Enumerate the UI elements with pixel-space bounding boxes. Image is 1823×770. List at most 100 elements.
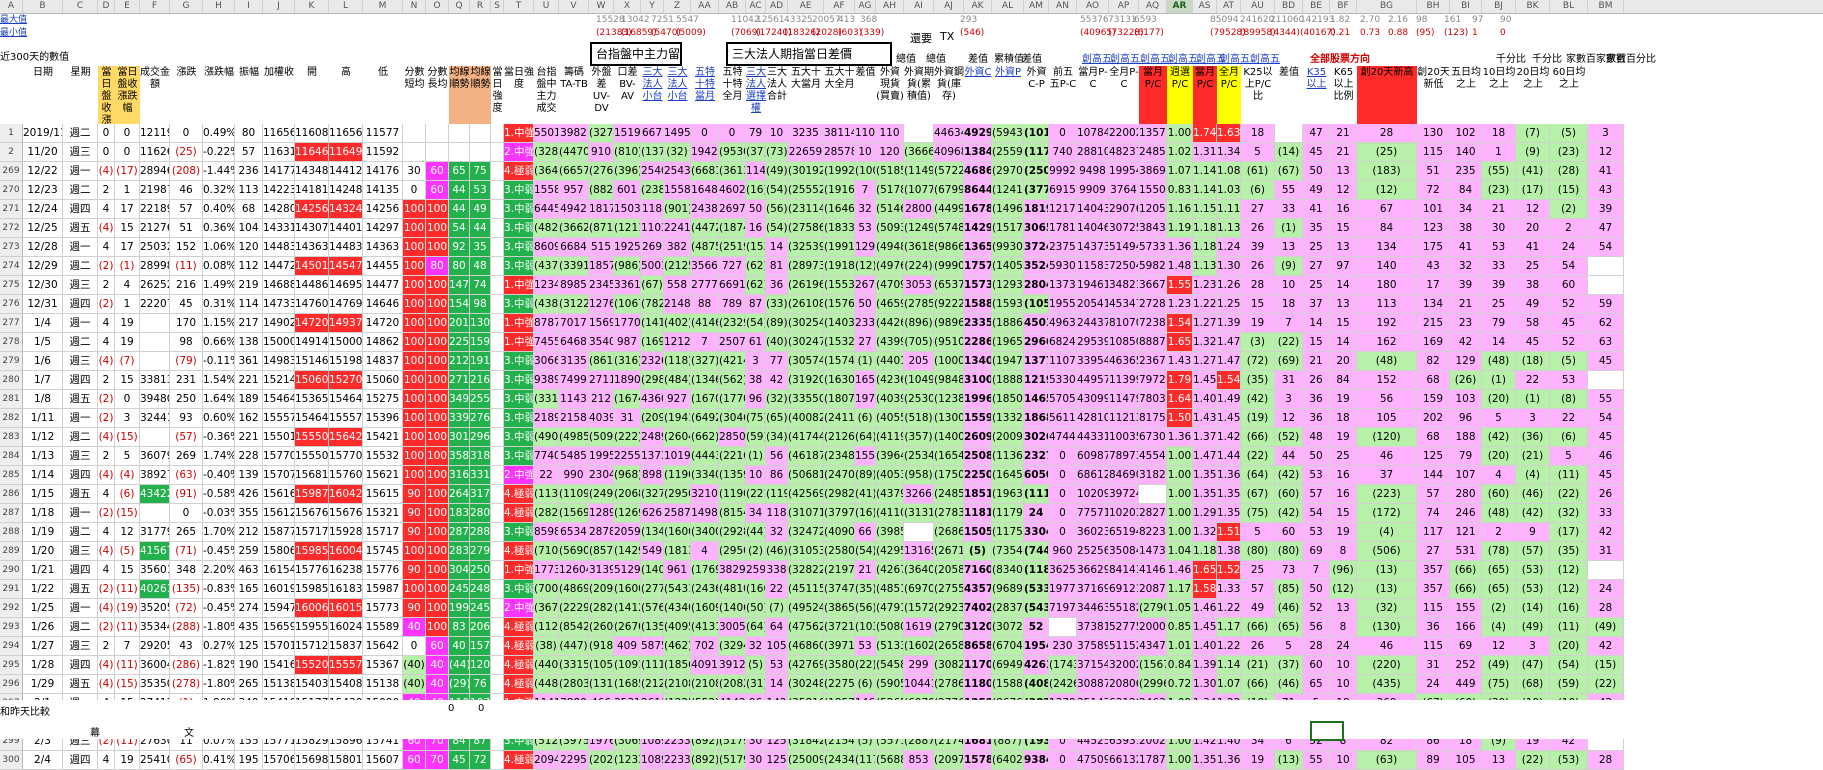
table-cell[interactable]: 162: [1357, 333, 1417, 352]
table-cell[interactable]: 15770: [263, 447, 295, 466]
table-cell[interactable]: 155: [1450, 599, 1482, 618]
table-cell[interactable]: (2329): [719, 314, 746, 333]
table-cell[interactable]: 22507: [964, 466, 992, 485]
table-cell[interactable]: 51: [170, 219, 203, 238]
table-cell[interactable]: 1.36: [1167, 238, 1193, 257]
table-cell[interactable]: 221894: [140, 200, 170, 219]
table-cell[interactable]: 165: [855, 371, 876, 390]
table-cell[interactable]: (1602): [904, 637, 934, 656]
table-cell[interactable]: 1.79: [1167, 371, 1193, 390]
table-cell[interactable]: (72): [170, 599, 203, 618]
table-cell[interactable]: 53: [855, 219, 876, 238]
table-cell[interactable]: (19): [1241, 409, 1275, 428]
table-cell[interactable]: 45: [170, 295, 203, 314]
table-cell[interactable]: 304: [449, 561, 470, 580]
table-cell[interactable]: 3120: [964, 618, 992, 637]
table-cell[interactable]: 65194: [1109, 523, 1139, 542]
table-cell[interactable]: 195: [235, 751, 263, 770]
table-cell[interactable]: 41: [1588, 162, 1624, 181]
table-cell[interactable]: 2.20%: [203, 561, 235, 580]
table-cell[interactable]: 250: [170, 390, 203, 409]
table-cell[interactable]: 5: [115, 447, 140, 466]
table-cell[interactable]: 23357: [964, 314, 992, 333]
table-cell[interactable]: 16782: [964, 200, 992, 219]
table-cell[interactable]: (59): [746, 428, 766, 447]
table-cell[interactable]: 898: [641, 466, 664, 485]
table-cell[interactable]: (19161): [824, 181, 855, 200]
table-cell[interactable]: 15642: [363, 637, 403, 656]
table-cell[interactable]: 1.14: [1193, 162, 1217, 181]
table-cell[interactable]: (4): [1482, 618, 1516, 637]
table-cell[interactable]: (4948): [876, 238, 904, 257]
table-cell[interactable]: 1.中強: [504, 314, 534, 333]
table-cell[interactable]: 15557: [263, 409, 295, 428]
table-cell[interactable]: [491, 238, 504, 257]
table-cell[interactable]: 0: [1049, 751, 1077, 770]
table-cell[interactable]: 19: [115, 314, 140, 333]
table-cell[interactable]: 53: [470, 181, 491, 200]
table-cell[interactable]: 12/31: [23, 295, 63, 314]
table-cell[interactable]: 9992: [1049, 162, 1077, 181]
table-cell[interactable]: 2327: [1024, 447, 1049, 466]
table-cell[interactable]: 280: [470, 504, 491, 523]
table-cell[interactable]: (24705): [824, 466, 855, 485]
table-cell[interactable]: (9896): [934, 314, 964, 333]
table-cell[interactable]: (2988): [641, 371, 664, 390]
table-cell[interactable]: (15740): [824, 352, 855, 371]
table-cell[interactable]: 週一: [63, 238, 98, 257]
table-cell[interactable]: (3640): [904, 561, 934, 580]
table-cell[interactable]: 0.08%: [203, 257, 235, 276]
table-cell[interactable]: 15138: [263, 675, 295, 694]
table-cell[interactable]: 115: [1417, 637, 1450, 656]
table-cell[interactable]: 56: [766, 447, 788, 466]
table-cell[interactable]: (4131): [691, 618, 719, 637]
table-cell[interactable]: (42): [1241, 390, 1275, 409]
table-cell[interactable]: [1049, 618, 1077, 637]
table-cell[interactable]: (38): [534, 637, 559, 656]
table-cell[interactable]: 9909: [1077, 181, 1109, 200]
table-cell[interactable]: 14248: [329, 181, 363, 200]
table-cell[interactable]: 66132: [1109, 751, 1139, 770]
table-cell[interactable]: -1.44%: [203, 162, 235, 181]
table-cell[interactable]: 265: [235, 675, 263, 694]
table-cell[interactable]: 1.16: [1167, 200, 1193, 219]
table-cell[interactable]: 53: [1550, 371, 1588, 390]
table-cell[interactable]: 25: [1516, 257, 1550, 276]
table-cell[interactable]: 19: [115, 333, 140, 352]
column-letter-w[interactable]: W: [589, 0, 614, 13]
table-cell[interactable]: 107: [1450, 466, 1482, 485]
table-cell[interactable]: 107841: [1077, 124, 1109, 143]
table-cell[interactable]: 28: [1303, 637, 1330, 656]
table-cell[interactable]: 週四: [63, 371, 98, 390]
table-cell[interactable]: 60: [1275, 523, 1303, 542]
table-cell[interactable]: (2229): [559, 599, 589, 618]
table-cell[interactable]: 1.00: [1167, 751, 1193, 770]
table-cell[interactable]: 252: [1450, 656, 1482, 675]
table-cell[interactable]: (46): [1275, 675, 1303, 694]
table-cell[interactable]: 102: [1450, 124, 1482, 143]
table-cell[interactable]: 45: [1303, 143, 1330, 162]
table-cell[interactable]: (21): [1516, 447, 1550, 466]
table-cell[interactable]: 81070: [1109, 314, 1139, 333]
table-cell[interactable]: 2148: [664, 295, 691, 314]
table-cell[interactable]: 38: [746, 371, 766, 390]
table-cell[interactable]: 84: [1357, 219, 1417, 238]
table-cell[interactable]: 50: [855, 295, 876, 314]
table-cell[interactable]: 96: [1450, 409, 1482, 428]
table-cell[interactable]: 12/29: [23, 257, 63, 276]
table-cell[interactable]: 1.29: [1193, 504, 1217, 523]
table-cell[interactable]: (22): [1588, 675, 1624, 694]
table-cell[interactable]: 38: [1450, 219, 1482, 238]
table-cell[interactable]: (1): [855, 352, 876, 371]
table-cell[interactable]: 987: [614, 333, 641, 352]
table-cell[interactable]: 14046: [1077, 219, 1109, 238]
table-cell[interactable]: 15877: [263, 523, 295, 542]
table-cell[interactable]: 100: [426, 485, 449, 504]
table-cell[interactable]: 301: [449, 428, 470, 447]
table-cell[interactable]: (14009): [934, 428, 964, 447]
table-cell[interactable]: (6492): [691, 409, 719, 428]
